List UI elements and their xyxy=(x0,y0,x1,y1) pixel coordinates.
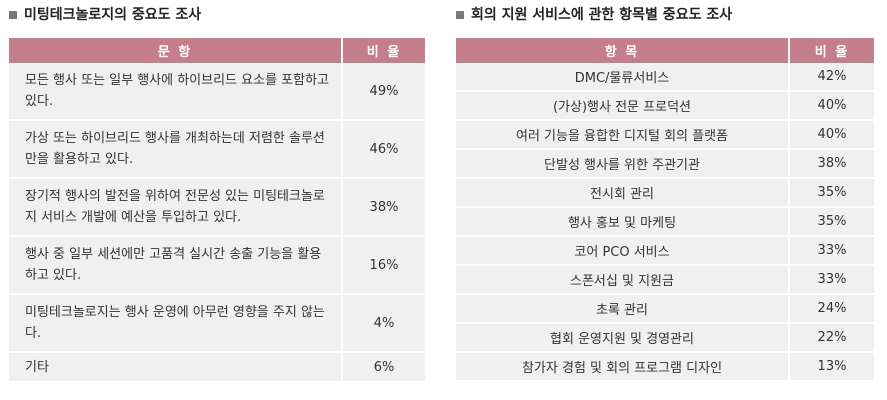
row-ratio: 35% xyxy=(789,207,874,237)
table-row: 초록 관리 24% xyxy=(456,294,874,324)
section-title-text: 회의 지원 서비스에 관한 항목별 중요도 조사 xyxy=(471,7,733,23)
row-item: 여러 기능을 융합한 디지털 회의 플랫폼 xyxy=(456,120,790,150)
row-item: 스폰서십 및 지원금 xyxy=(456,265,790,295)
table-row: 기타 6% xyxy=(9,352,425,383)
row-item: 협회 운영지원 및 경영관리 xyxy=(456,323,790,353)
table-header-row: 항 목 비 율 xyxy=(456,38,874,63)
row-ratio: 38% xyxy=(789,149,874,179)
meeting-tech-table: 문 항 비 율 모든 행사 또는 일부 행사에 하이브리드 요소를 포함하고 있… xyxy=(9,38,425,383)
row-ratio: 33% xyxy=(789,265,874,295)
table-row: 단발성 행사를 위한 주관기관 38% xyxy=(456,149,874,179)
section-title: 회의 지원 서비스에 관한 항목별 중요도 조사 xyxy=(456,0,874,30)
square-bullet-icon xyxy=(456,11,464,19)
meeting-support-table: 항 목 비 율 DMC/물류서비스 42% (가상)행사 전문 프로덕션 40% 여… xyxy=(456,38,874,382)
row-ratio: 40% xyxy=(789,91,874,121)
section-title-text: 미팅테크놀로지의 중요도 조사 xyxy=(24,7,202,23)
table-row: 여러 기능을 융합한 디지털 회의 플랫폼 40% xyxy=(456,120,874,150)
row-item: 행사 홍보 및 마케팅 xyxy=(456,207,790,237)
row-question: 기타 xyxy=(9,352,343,383)
table-row: 전시회 관리 35% xyxy=(456,178,874,208)
square-bullet-icon xyxy=(9,11,17,19)
row-ratio: 42% xyxy=(789,63,874,92)
table-row: (가상)행사 전문 프로덕션 40% xyxy=(456,91,874,121)
section-title: 미팅테크놀로지의 중요도 조사 xyxy=(9,0,425,30)
table-row: 장기적 행사의 발전을 위하여 전문성 있는 미팅테크놀로지 서비스 개발에 예… xyxy=(9,178,425,237)
row-item: 참가자 경험 및 회의 프로그램 디자인 xyxy=(456,352,790,382)
column-header-item: 항 목 xyxy=(456,38,790,63)
row-ratio: 24% xyxy=(789,294,874,324)
table-row: 코어 PCO 서비스 33% xyxy=(456,236,874,266)
table-row: 가상 또는 하이브리드 행사를 개최하는데 저렴한 솔루션만을 활용하고 있다.… xyxy=(9,120,425,179)
row-item: 전시회 관리 xyxy=(456,178,790,208)
row-question: 가상 또는 하이브리드 행사를 개최하는데 저렴한 솔루션만을 활용하고 있다. xyxy=(9,120,343,179)
meeting-support-importance-section: 회의 지원 서비스에 관한 항목별 중요도 조사 항 목 비 율 DMC/물류서… xyxy=(456,0,874,382)
row-ratio: 38% xyxy=(342,178,425,237)
table-row: 참가자 경험 및 회의 프로그램 디자인 13% xyxy=(456,352,874,382)
meeting-tech-importance-section: 미팅테크놀로지의 중요도 조사 문 항 비 율 모든 행사 또는 일부 행사에 … xyxy=(9,0,425,383)
row-item: 코어 PCO 서비스 xyxy=(456,236,790,266)
row-question: 모든 행사 또는 일부 행사에 하이브리드 요소를 포함하고 있다. xyxy=(9,63,343,121)
row-ratio: 40% xyxy=(789,120,874,150)
table-row: 행사 중 일부 세션에만 고품격 실시간 송출 기능을 활용하고 있다. 16% xyxy=(9,236,425,295)
column-header-ratio: 비 율 xyxy=(789,38,874,63)
row-ratio: 4% xyxy=(342,294,425,353)
table-row: DMC/물류서비스 42% xyxy=(456,63,874,92)
table-row: 스폰서십 및 지원금 33% xyxy=(456,265,874,295)
row-ratio: 35% xyxy=(789,178,874,208)
table-row: 행사 홍보 및 마케팅 35% xyxy=(456,207,874,237)
row-ratio: 49% xyxy=(342,63,425,121)
table-header-row: 문 항 비 율 xyxy=(9,38,425,63)
column-header-question: 문 항 xyxy=(9,38,343,63)
row-ratio: 33% xyxy=(789,236,874,266)
table-row: 모든 행사 또는 일부 행사에 하이브리드 요소를 포함하고 있다. 49% xyxy=(9,63,425,121)
table-row: 미팅테크놀로지는 행사 운영에 아무런 영향을 주지 않는다. 4% xyxy=(9,294,425,353)
table-row: 협회 운영지원 및 경영관리 22% xyxy=(456,323,874,353)
row-item: 단발성 행사를 위한 주관기관 xyxy=(456,149,790,179)
row-ratio: 6% xyxy=(342,352,425,383)
column-header-ratio: 비 율 xyxy=(342,38,425,63)
row-question: 미팅테크놀로지는 행사 운영에 아무런 영향을 주지 않는다. xyxy=(9,294,343,353)
row-question: 행사 중 일부 세션에만 고품격 실시간 송출 기능을 활용하고 있다. xyxy=(9,236,343,295)
row-question: 장기적 행사의 발전을 위하여 전문성 있는 미팅테크놀로지 서비스 개발에 예… xyxy=(9,178,343,237)
row-item: (가상)행사 전문 프로덕션 xyxy=(456,91,790,121)
row-item: DMC/물류서비스 xyxy=(456,63,790,92)
row-item: 초록 관리 xyxy=(456,294,790,324)
row-ratio: 13% xyxy=(789,352,874,382)
row-ratio: 16% xyxy=(342,236,425,295)
row-ratio: 46% xyxy=(342,120,425,179)
row-ratio: 22% xyxy=(789,323,874,353)
